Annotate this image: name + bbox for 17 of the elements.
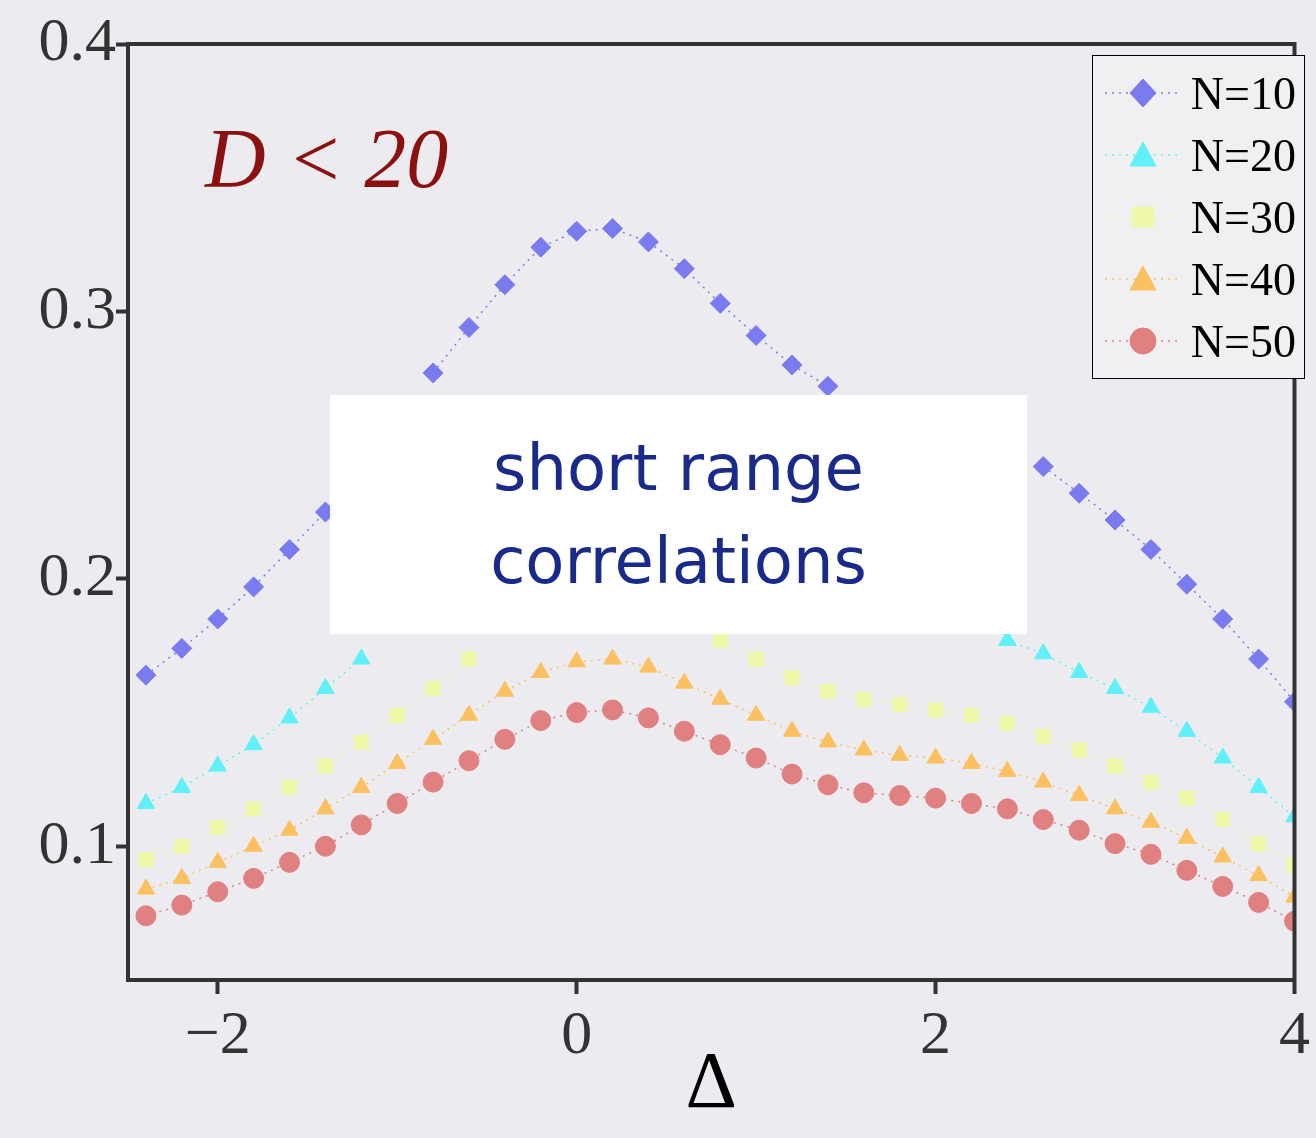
legend-label: N=40	[1190, 252, 1296, 306]
annotation: short range correlations	[489, 429, 868, 600]
y-tick-label: 0.2	[38, 540, 116, 609]
annotation: D < 20	[205, 111, 449, 207]
x-tick-label: 0	[561, 998, 593, 1067]
x-tick-label: −2	[184, 998, 251, 1067]
y-tick-label: 0.4	[38, 5, 116, 74]
legend-label: N=50	[1190, 314, 1296, 368]
legend-label: N=10	[1190, 66, 1296, 120]
text-box: short range correlations	[330, 395, 1027, 634]
legend-label: N=30	[1190, 190, 1296, 244]
y-tick-label: 0.3	[38, 272, 116, 341]
x-tick-label: 4	[1279, 998, 1310, 1067]
y-tick-label: 0.1	[38, 807, 116, 876]
x-axis-title: Δ	[685, 1036, 737, 1125]
x-tick-label: 2	[920, 998, 952, 1067]
legend-label: N=20	[1190, 128, 1296, 182]
